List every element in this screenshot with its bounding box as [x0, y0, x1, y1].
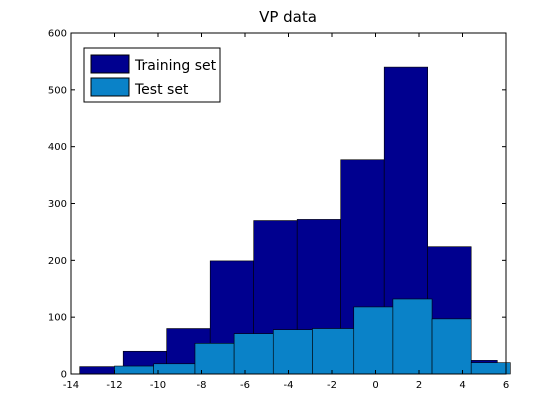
x-tick-label-4: -6	[240, 380, 250, 391]
x-tick-label-5: -4	[284, 380, 294, 391]
x-tick-label-9: 4	[459, 380, 465, 391]
y-tick-label-3: 300	[48, 199, 67, 210]
legend: Training set Test set	[83, 47, 221, 103]
x-tick-label-0: -14	[63, 380, 79, 391]
x-tick-label-8: 2	[416, 380, 422, 391]
test-bar-5	[312, 328, 355, 375]
axes: -14 -12 -10 -8 -6 -4 -2 0 2 4 6 0 100 200 300 400 500 600	[48, 29, 509, 392]
chart-title: VP data	[259, 8, 317, 26]
test-bar-9	[470, 362, 511, 375]
legend-label-test: Test set	[134, 82, 189, 98]
test-bar-3	[233, 333, 274, 375]
legend-swatch-test	[90, 77, 130, 97]
test-bar-6	[353, 306, 394, 375]
x-tick-label-10: 6	[503, 380, 509, 391]
y-tick-label-5: 500	[48, 85, 67, 96]
y-tick-label-2: 200	[48, 256, 67, 267]
y-tick-label-1: 100	[48, 313, 67, 324]
test-bar-4	[272, 329, 313, 375]
test-bar-2	[194, 343, 235, 375]
x-tick-label-2: -10	[150, 380, 166, 391]
x-tick-label-3: -8	[197, 380, 207, 391]
y-tick-label-6: 600	[48, 29, 67, 40]
y-tick-label-0: 0	[61, 370, 67, 381]
x-tick-label-6: -2	[327, 380, 337, 391]
x-tick-label-7: 0	[372, 380, 378, 391]
x-tick-label-1: -12	[106, 380, 122, 391]
y-tick-label-4: 400	[48, 142, 67, 153]
test-bar-8	[431, 318, 472, 375]
test-bar-7	[392, 298, 433, 375]
legend-swatch-training	[90, 54, 130, 74]
test-bar-0	[114, 365, 154, 375]
legend-label-training: Training set	[134, 58, 217, 74]
test-bar-1	[153, 363, 196, 375]
